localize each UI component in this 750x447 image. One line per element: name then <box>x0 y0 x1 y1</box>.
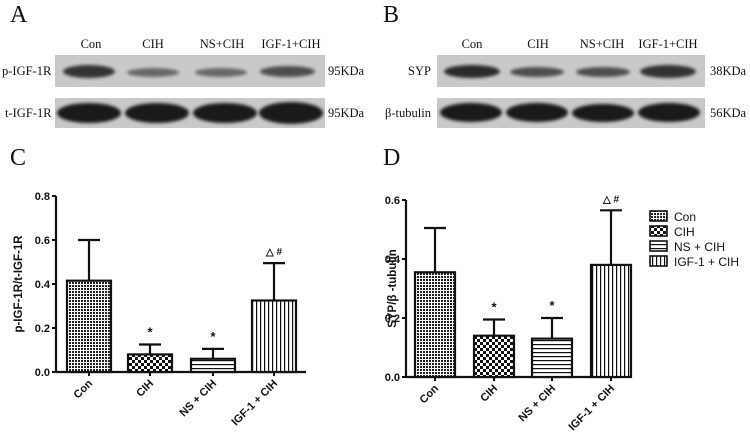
x-tick-label: Con <box>418 382 442 406</box>
panel-letter-c: C <box>10 145 27 171</box>
band <box>193 103 257 123</box>
blot-a-col-label: Con <box>80 37 102 51</box>
band <box>572 104 634 122</box>
y-tick-label: 0.0 <box>35 367 50 379</box>
legend-swatch <box>649 255 668 267</box>
y-tick-label: 0.2 <box>35 323 50 335</box>
blot-a-col-label: IGF-1+CIH <box>261 37 321 51</box>
band <box>440 103 502 122</box>
blot-b-col-label: IGF-1+CIH <box>638 37 698 51</box>
x-tick-label: IGF-1 + CIH <box>566 383 617 434</box>
y-axis-label: p-IGF-1R/t-IGF-1R <box>13 235 25 333</box>
x-tick-label: NS + CIH <box>517 383 559 425</box>
blot-a-size: 95KDa <box>328 106 365 120</box>
blot-a-size: 95KDa <box>328 64 365 78</box>
blot-strip-syp <box>437 55 705 87</box>
x-tick-label: CIH <box>478 383 500 405</box>
blot-strip-t-igf1r <box>55 98 325 128</box>
y-tick-label: 0.2 <box>385 313 400 325</box>
x-tick-label: CIH <box>134 378 156 400</box>
significance-marker: * <box>491 299 497 314</box>
y-tick-label: 0.6 <box>35 235 50 247</box>
legend-label: CIH <box>674 225 695 239</box>
chart-c: 0.0 0.2 0.4 0.6 0.8 p-IGF-1R/t-IGF-1R Con CIH * N… <box>13 191 306 428</box>
x-tick-label: Con <box>72 377 96 401</box>
band <box>638 103 700 122</box>
y-tick-label: 0.4 <box>35 279 51 291</box>
band <box>195 68 247 77</box>
bar <box>472 334 516 379</box>
legend-label: Con <box>674 210 696 224</box>
blot-a-col-label: CIH <box>142 37 164 51</box>
y-tick-label: 0.4 <box>385 254 401 266</box>
blot-b-row-label: SYP <box>408 64 431 78</box>
legend-swatch <box>649 240 668 252</box>
band <box>506 103 568 122</box>
blot-b-col-label: CIH <box>527 37 549 51</box>
blot-b-size: 56KDa <box>710 106 747 120</box>
blot-b-col-label: NS+CIH <box>579 37 625 51</box>
blot-a-row-label: p-IGF-1R <box>2 64 52 78</box>
significance-marker: △ # <box>265 247 282 258</box>
blot-b-row-label: β-tubulin <box>385 106 431 120</box>
legend-label: NS + CIH <box>674 240 725 254</box>
band <box>259 102 323 124</box>
bar <box>65 279 113 374</box>
blot-b-size: 38KDa <box>710 64 747 78</box>
blot-b-col-label: Con <box>461 37 483 51</box>
band <box>444 65 500 78</box>
legend-swatch <box>649 225 668 237</box>
bar <box>413 271 457 379</box>
y-tick-label: 0.6 <box>385 195 400 207</box>
y-tick-label: 0.8 <box>35 191 50 203</box>
bar <box>250 299 298 374</box>
y-axis-label: SYP/β -tubulin <box>387 249 399 328</box>
blot-strip-beta-tubulin <box>437 98 705 128</box>
band <box>125 103 189 123</box>
band <box>127 68 179 77</box>
blot-a-col-label: NS+CIH <box>199 37 245 51</box>
band <box>63 65 115 78</box>
significance-marker: * <box>210 329 216 344</box>
bar <box>189 357 237 374</box>
significance-marker: △ # <box>602 194 619 205</box>
y-tick-label: 0.0 <box>385 372 400 384</box>
blot-strip-p-igf1r <box>55 55 325 87</box>
bar <box>126 353 174 374</box>
x-tick-label: NS + CIH <box>178 378 220 420</box>
significance-marker: * <box>147 325 153 340</box>
panel-letter-b: B <box>383 2 400 28</box>
band <box>57 103 121 123</box>
band <box>576 67 630 77</box>
band <box>510 67 564 77</box>
chart-d: 0.0 0.2 0.4 0.6 SYP/β -tubulin Con CIH * NS + CI… <box>385 194 633 434</box>
legend-label: IGF-1 + CIH <box>674 255 739 269</box>
bar <box>530 337 574 379</box>
blot-a-row-label: t-IGF-1R <box>5 106 52 120</box>
band <box>260 66 315 77</box>
significance-marker: * <box>549 298 555 313</box>
x-tick-label: IGF-1 + CIH <box>229 378 280 429</box>
panel-letter-a: A <box>10 2 28 28</box>
band <box>640 65 696 78</box>
panel-letter-d: D <box>383 145 401 171</box>
bar <box>589 263 633 379</box>
legend-swatch <box>649 210 668 222</box>
